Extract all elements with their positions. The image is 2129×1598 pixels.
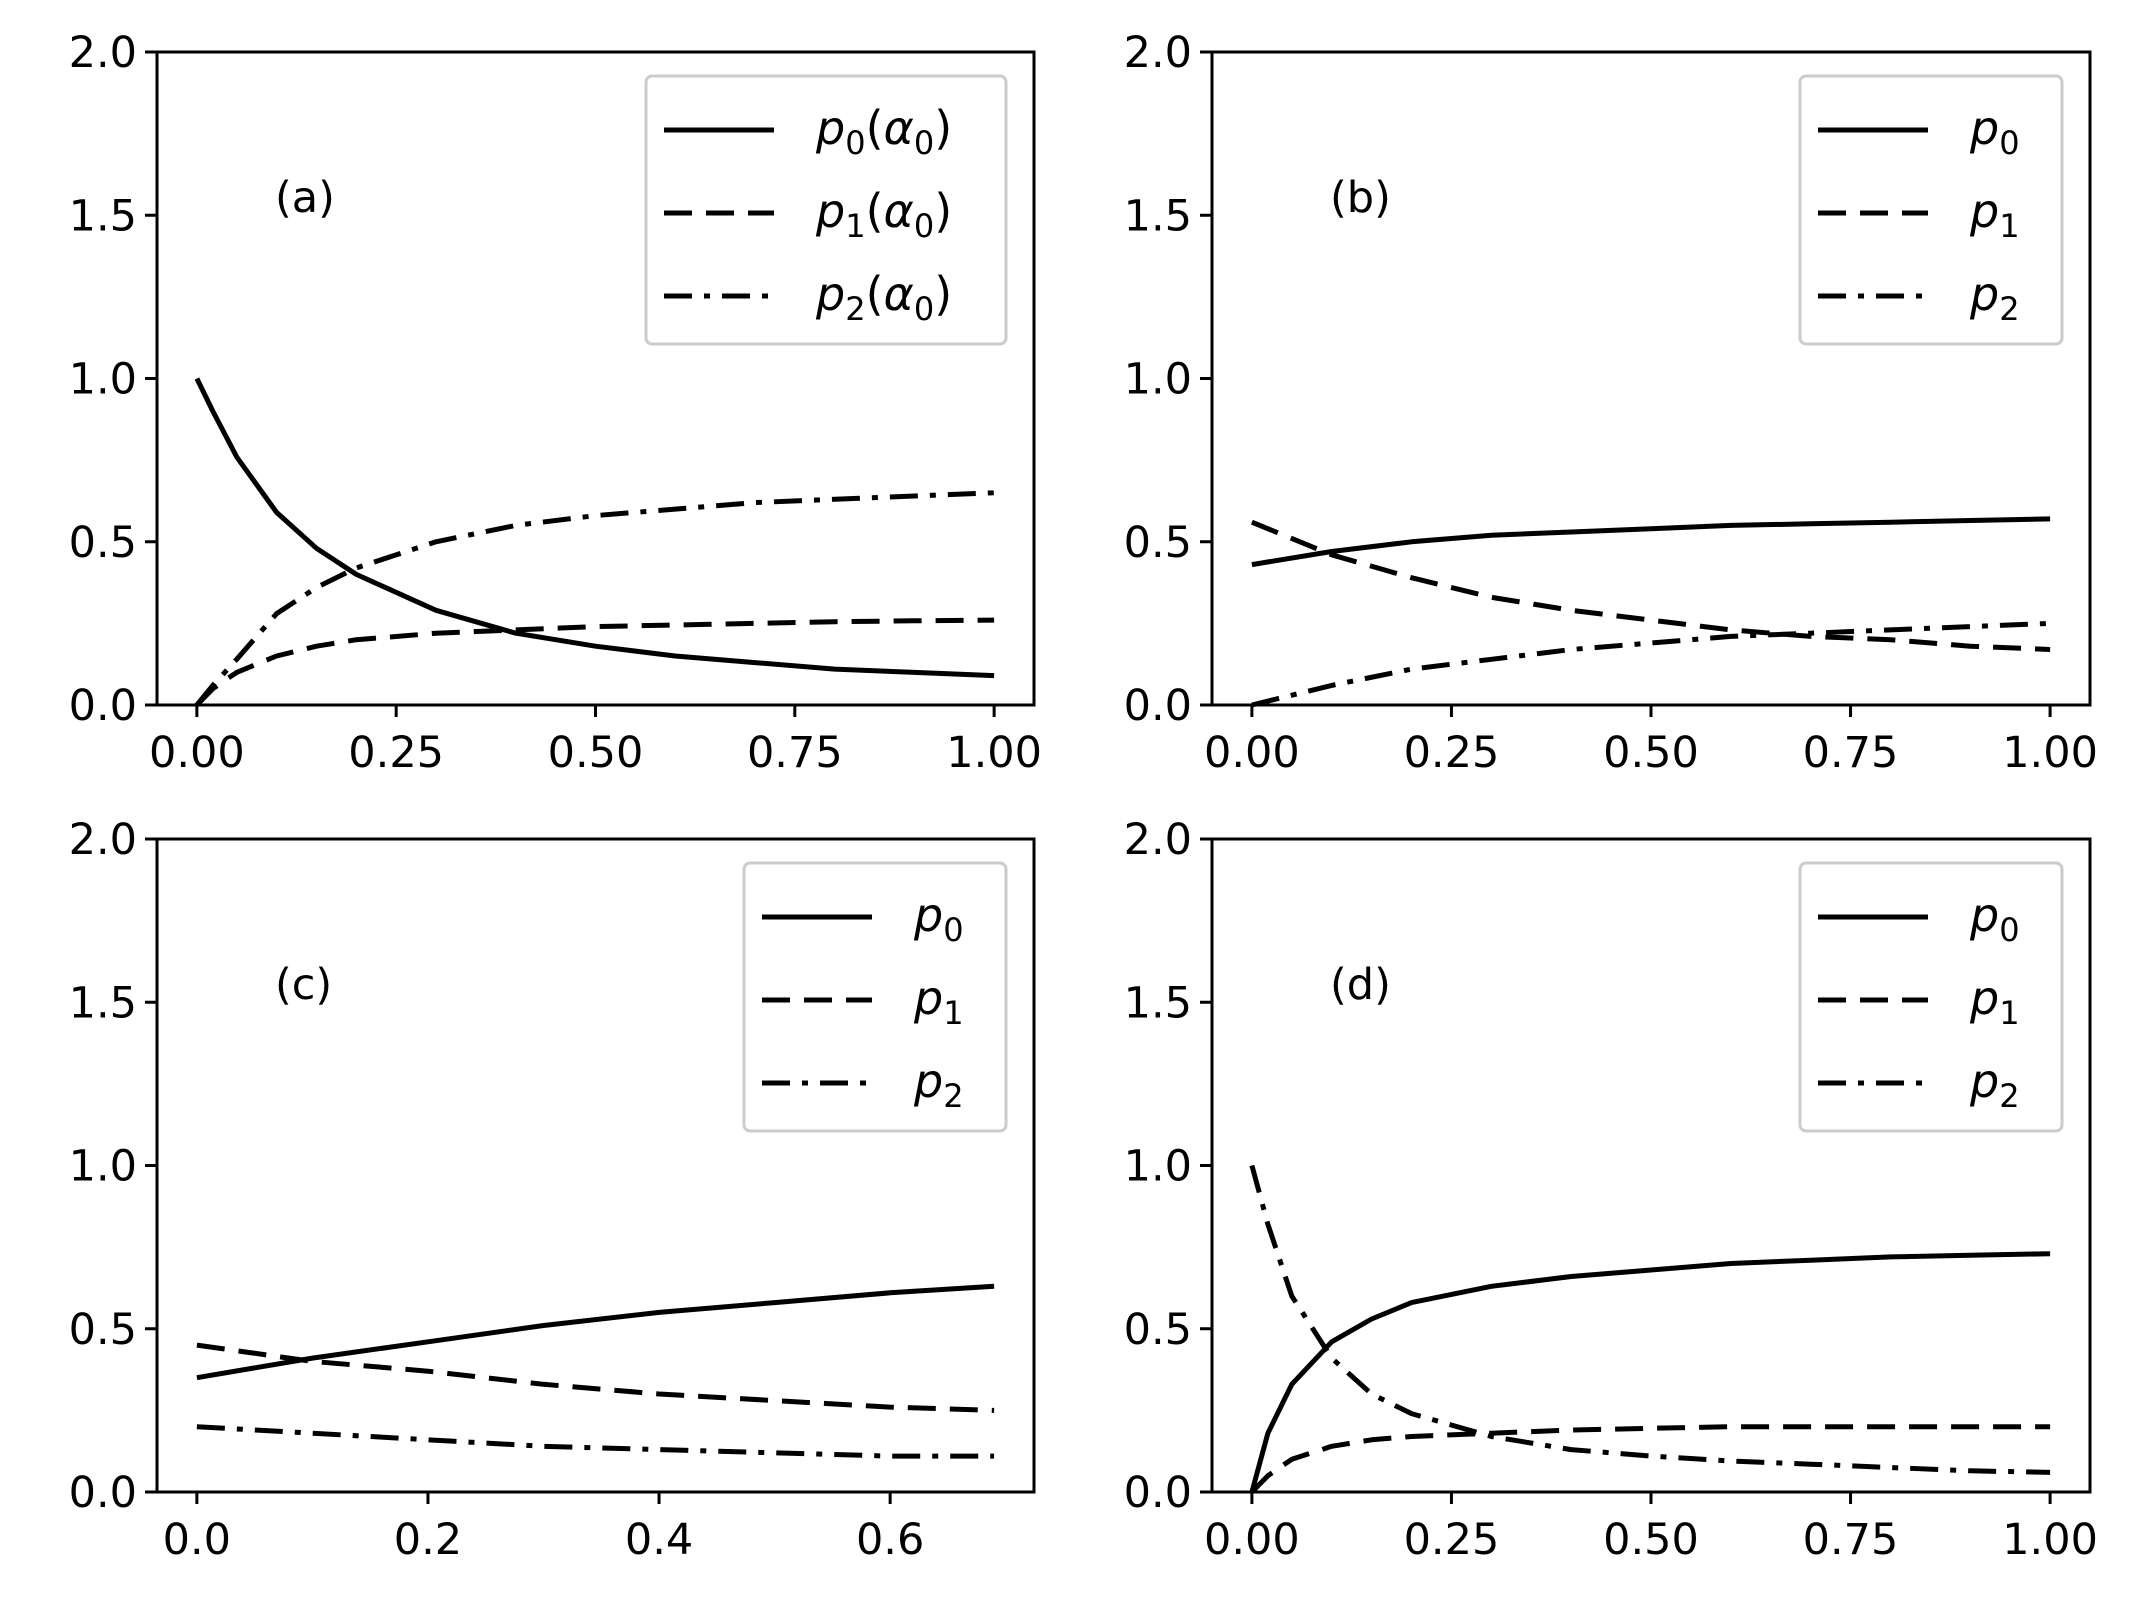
x-tick-label: 0.75	[1803, 728, 1899, 778]
series-line-p0	[196, 1283, 995, 1381]
x-tick-label: 0.2	[394, 1515, 462, 1565]
series-line-p2	[1249, 1164, 2051, 1475]
x-tick-label: 0.50	[1603, 1515, 1699, 1565]
legend-box	[742, 861, 1008, 1133]
panel-b: 0.0 0.5 1.0 1.5 2.0 0.00 0.25 0.50 0.75 1.00 (b) p0…	[1124, 28, 2098, 778]
y-tick-label: 2.0	[1124, 815, 1192, 865]
legend-label: p0(α0)	[815, 101, 952, 162]
y-tick-label: 1.5	[1124, 191, 1192, 241]
x-tick-label: 0.00	[149, 728, 245, 778]
series-line-p0	[1251, 516, 2051, 568]
legend-label: p2(α0)	[815, 267, 952, 328]
y-tick-label: 0.5	[1124, 1305, 1192, 1355]
series-line-p10	[195, 617, 995, 707]
x-tick-label: 0.00	[1204, 1515, 1300, 1565]
legend-label: p1(α0)	[815, 184, 952, 245]
y-tick-label: 1.5	[69, 978, 137, 1028]
y-tick-label: 2.0	[69, 28, 137, 78]
legend-box	[644, 74, 1008, 346]
panel-label: (b)	[1330, 173, 1391, 223]
legend-box	[1798, 74, 2064, 346]
y-tick-label: 0.5	[1124, 518, 1192, 568]
x-tick-label: 1.00	[946, 728, 1042, 778]
y-tick-label: 0.0	[1124, 1468, 1192, 1518]
y-tick-label: 0.0	[69, 1468, 137, 1518]
legend-label: p1	[1969, 971, 2020, 1032]
x-tick-label: 0.00	[1204, 728, 1300, 778]
y-tick-label: 0.0	[1124, 681, 1192, 731]
series-line-p1	[1250, 519, 2051, 652]
x-tick-label: 0.50	[1603, 728, 1699, 778]
legend: p0(α0) p1(α0) p2(α0)	[644, 74, 1008, 346]
legend-label: p0	[1969, 101, 2020, 162]
x-tick-label: 0.6	[856, 1515, 924, 1565]
y-tick-label: 0.5	[69, 1305, 137, 1355]
x-tick-label: 0.25	[348, 728, 444, 778]
y-tick-label: 1.0	[1124, 355, 1192, 405]
y-tick-label: 1.0	[69, 1142, 137, 1192]
panel-d: 0.0 0.5 1.0 1.5 2.0 0.00 0.25 0.50 0.75 1.00 (d) p0…	[1124, 815, 2098, 1565]
legend-label: p1	[1969, 184, 2020, 245]
panel-label: (d)	[1330, 960, 1391, 1010]
x-tick-label: 0.25	[1404, 1515, 1500, 1565]
y-tick-label: 0.0	[69, 681, 137, 731]
x-tick-label: 0.50	[548, 728, 644, 778]
x-tick-label: 1.00	[2002, 728, 2098, 778]
series-line-p0	[1249, 1251, 2051, 1493]
legend-label: p2	[913, 1054, 964, 1115]
panel-a: 0.0 0.5 1.0 1.5 2.0 0.00 0.25 0.50 0.75 1.00 (a) p0…	[69, 28, 1042, 778]
series-line-p00	[194, 377, 995, 679]
y-tick-label: 2.0	[1124, 28, 1192, 78]
panel-c: 0.0 0.5 1.0 1.5 2.0 0.0 0.2 0.4 0.6 (c) p0 p1 p2	[69, 815, 1036, 1565]
x-tick-label: 0.25	[1404, 728, 1500, 778]
x-tick-label: 0.4	[625, 1515, 693, 1565]
series-line-p1	[196, 1342, 995, 1413]
y-tick-label: 1.5	[1124, 978, 1192, 1028]
legend: p0 p1 p2	[1798, 74, 2064, 346]
y-tick-label: 2.0	[69, 815, 137, 865]
series-line-p2	[1251, 620, 2051, 708]
legend: p0 p1 p2	[742, 861, 1008, 1133]
legend-label: p1	[913, 971, 964, 1032]
legend: p0 p1 p2	[1798, 861, 2064, 1133]
y-tick-label: 1.5	[69, 191, 137, 241]
x-tick-label: 0.0	[163, 1515, 231, 1565]
x-tick-label: 1.00	[2002, 1515, 2098, 1565]
legend-box	[1798, 861, 2064, 1133]
legend-label: p2	[1969, 267, 2020, 328]
x-tick-label: 0.75	[747, 728, 843, 778]
series-line-p1	[1250, 1424, 2051, 1494]
legend-label: p0	[913, 888, 964, 949]
panel-label: (a)	[275, 173, 335, 223]
y-tick-label: 1.0	[1124, 1142, 1192, 1192]
y-tick-label: 1.0	[69, 355, 137, 405]
legend-label: p2	[1969, 1054, 2020, 1115]
series-line-p2	[196, 1424, 995, 1459]
x-tick-label: 0.75	[1803, 1515, 1899, 1565]
y-tick-label: 0.5	[69, 518, 137, 568]
legend-label: p0	[1969, 888, 2020, 949]
panel-label: (c)	[275, 960, 332, 1010]
series-line-p20	[194, 490, 995, 707]
